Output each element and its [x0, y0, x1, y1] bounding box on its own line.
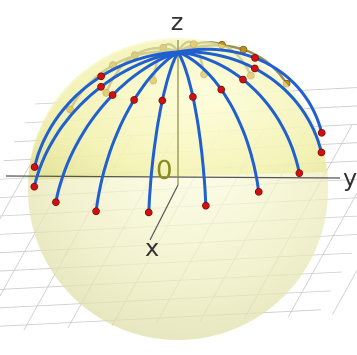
- point: [251, 64, 259, 73]
- point: [158, 96, 167, 105]
- point: [189, 93, 197, 101]
- point: [254, 188, 263, 196]
- grid-line: [0, 140, 44, 220]
- point: [202, 201, 210, 210]
- point: [317, 129, 326, 137]
- meridian: [147, 50, 180, 214]
- meridian: [33, 50, 180, 169]
- meridian: [176, 50, 208, 208]
- meridian: [54, 50, 180, 204]
- point: [30, 182, 39, 191]
- z-label: z: [171, 8, 184, 36]
- point: [108, 91, 117, 99]
- point: [130, 96, 138, 104]
- point: [144, 208, 153, 217]
- grid-line: [288, 192, 357, 317]
- point: [217, 85, 226, 94]
- point: [239, 75, 247, 84]
- point: [52, 198, 60, 207]
- meridian: [176, 50, 261, 194]
- front-meridians: [30, 47, 326, 217]
- point: [251, 54, 259, 62]
- point: [317, 148, 326, 157]
- meridian: [176, 50, 301, 175]
- meridian: [94, 50, 180, 213]
- point: [97, 72, 105, 81]
- x-axis: [149, 184, 179, 241]
- grid-line: [332, 269, 357, 315]
- y-label: y: [343, 164, 357, 192]
- point: [295, 169, 304, 177]
- origin-label: 0: [156, 156, 173, 186]
- point: [30, 163, 39, 171]
- meridian: [32, 50, 180, 189]
- point: [97, 82, 105, 91]
- point: [92, 207, 100, 216]
- x-label: x: [145, 234, 159, 262]
- meridian: [176, 47, 324, 135]
- meridian: [176, 50, 323, 154]
